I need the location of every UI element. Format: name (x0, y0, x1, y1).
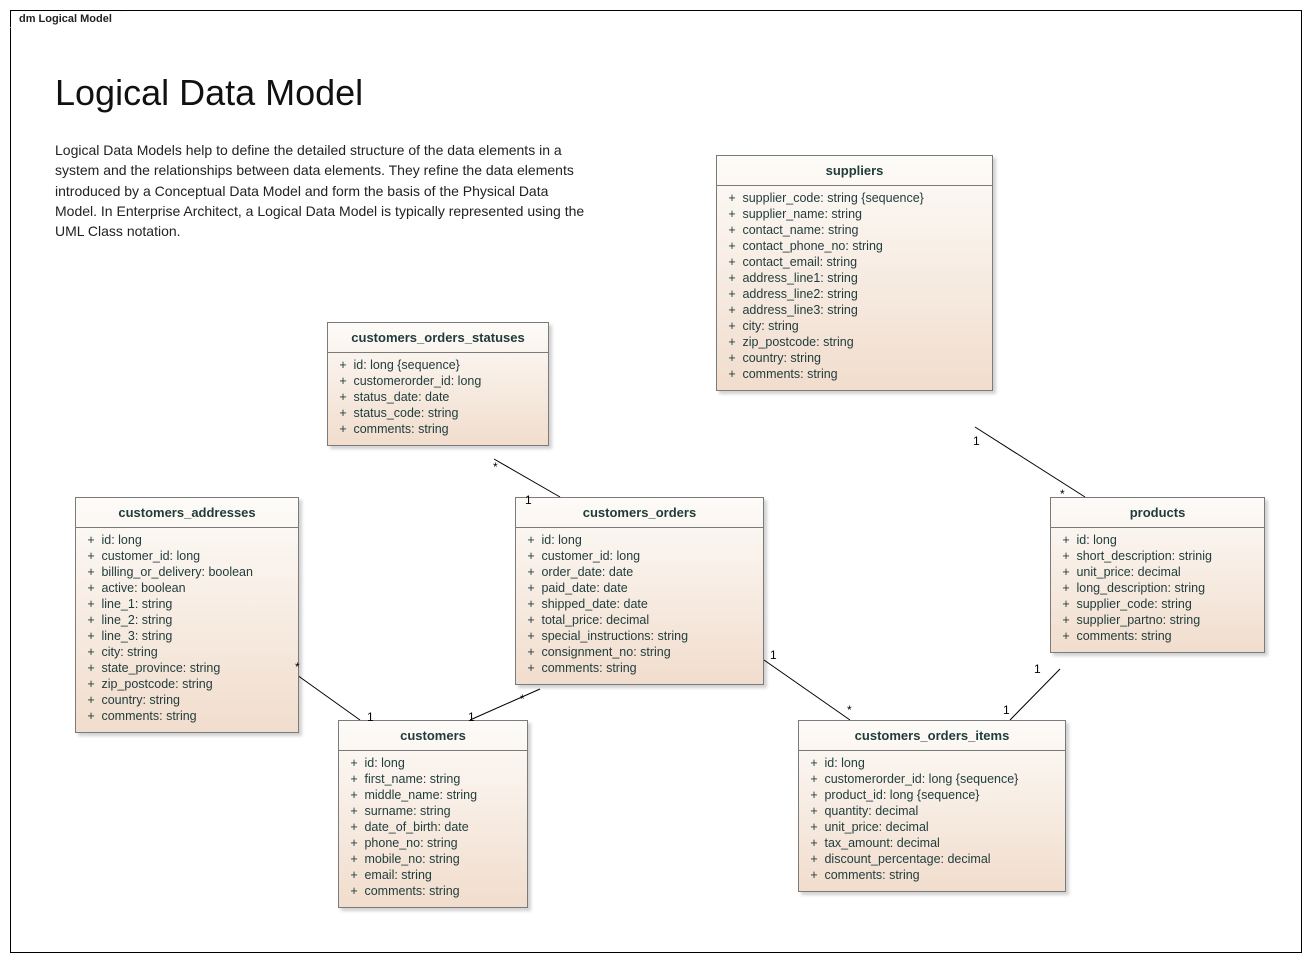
attribute-row: + id: long {sequence} (334, 357, 542, 373)
attribute-row: + surname: string (345, 803, 521, 819)
multiplicity-label: 1 (1034, 662, 1041, 676)
attribute-row: + comments: string (334, 421, 542, 437)
attribute-row: + phone_no: string (345, 835, 521, 851)
attribute-row: + paid_date: date (522, 580, 757, 596)
multiplicity-label: 1 (770, 648, 777, 662)
attribute-row: + comments: string (723, 366, 986, 382)
multiplicity-label: 1 (525, 493, 532, 507)
entity-products[interactable]: products+ id: long+ short_description: s… (1050, 497, 1265, 653)
attribute-row: + unit_price: decimal (805, 819, 1059, 835)
attribute-row: + customer_id: long (522, 548, 757, 564)
attribute-row: + line_1: string (82, 596, 292, 612)
attribute-row: + comments: string (805, 867, 1059, 883)
attribute-row: + active: boolean (82, 580, 292, 596)
entity-attributes: + id: long+ customerorder_id: long {sequ… (799, 751, 1065, 891)
attribute-row: + line_3: string (82, 628, 292, 644)
attribute-row: + line_2: string (82, 612, 292, 628)
entity-customers_orders_statuses[interactable]: customers_orders_statuses+ id: long {seq… (327, 322, 549, 446)
attribute-row: + comments: string (522, 660, 757, 676)
multiplicity-label: * (295, 660, 300, 674)
page-title: Logical Data Model (55, 72, 363, 114)
attribute-row: + product_id: long {sequence} (805, 787, 1059, 803)
attribute-row: + state_province: string (82, 660, 292, 676)
attribute-row: + id: long (345, 755, 521, 771)
attribute-row: + contact_email: string (723, 254, 986, 270)
attribute-row: + billing_or_delivery: boolean (82, 564, 292, 580)
attribute-row: + email: string (345, 867, 521, 883)
attribute-row: + unit_price: decimal (1057, 564, 1258, 580)
multiplicity-label: * (1060, 487, 1065, 501)
entity-attributes: + id: long+ customer_id: long+ order_dat… (516, 528, 763, 684)
attribute-row: + status_code: string (334, 405, 542, 421)
attribute-row: + middle_name: string (345, 787, 521, 803)
entity-suppliers[interactable]: suppliers+ supplier_code: string {sequen… (716, 155, 993, 391)
page-description: Logical Data Models help to define the d… (55, 140, 585, 241)
attribute-row: + discount_percentage: decimal (805, 851, 1059, 867)
attribute-row: + id: long (1057, 532, 1258, 548)
entity-title: customers (339, 721, 527, 751)
entity-attributes: + id: long+ short_description: strinig+ … (1051, 528, 1264, 652)
attribute-row: + supplier_partno: string (1057, 612, 1258, 628)
entity-title: customers_addresses (76, 498, 298, 528)
entity-title: products (1051, 498, 1264, 528)
attribute-row: + address_line2: string (723, 286, 986, 302)
entity-customers_addresses[interactable]: customers_addresses+ id: long+ customer_… (75, 497, 299, 733)
attribute-row: + zip_postcode: string (82, 676, 292, 692)
multiplicity-label: 1 (1003, 703, 1010, 717)
attribute-row: + total_price: decimal (522, 612, 757, 628)
attribute-row: + id: long (805, 755, 1059, 771)
multiplicity-label: 1 (367, 710, 374, 724)
attribute-row: + status_date: date (334, 389, 542, 405)
attribute-row: + country: string (82, 692, 292, 708)
multiplicity-label: 1 (468, 710, 475, 724)
attribute-row: + id: long (82, 532, 292, 548)
entity-title: customers_orders_statuses (328, 323, 548, 353)
attribute-row: + customerorder_id: long {sequence} (805, 771, 1059, 787)
attribute-row: + city: string (82, 644, 292, 660)
attribute-row: + zip_postcode: string (723, 334, 986, 350)
attribute-row: + customerorder_id: long (334, 373, 542, 389)
page: dm Logical Model Logical Data Model Logi… (0, 0, 1312, 963)
attribute-row: + id: long (522, 532, 757, 548)
attribute-row: + customer_id: long (82, 548, 292, 564)
attribute-row: + first_name: string (345, 771, 521, 787)
attribute-row: + long_description: string (1057, 580, 1258, 596)
entity-customers_orders[interactable]: customers_orders+ id: long+ customer_id:… (515, 497, 764, 685)
entity-customers[interactable]: customers+ id: long+ first_name: string+… (338, 720, 528, 908)
entity-attributes: + id: long+ first_name: string+ middle_n… (339, 751, 527, 907)
multiplicity-label: * (847, 703, 852, 717)
entity-title: customers_orders_items (799, 721, 1065, 751)
entity-attributes: + id: long+ customer_id: long+ billing_o… (76, 528, 298, 732)
attribute-row: + contact_phone_no: string (723, 238, 986, 254)
multiplicity-label: * (493, 460, 498, 474)
attribute-row: + country: string (723, 350, 986, 366)
attribute-row: + contact_name: string (723, 222, 986, 238)
attribute-row: + supplier_name: string (723, 206, 986, 222)
attribute-row: + short_description: strinig (1057, 548, 1258, 564)
entity-attributes: + id: long {sequence}+ customerorder_id:… (328, 353, 548, 445)
attribute-row: + special_instructions: string (522, 628, 757, 644)
entity-title: suppliers (717, 156, 992, 186)
entity-title: customers_orders (516, 498, 763, 528)
attribute-row: + comments: string (1057, 628, 1258, 644)
frame-tab: dm Logical Model (10, 10, 123, 28)
attribute-row: + tax_amount: decimal (805, 835, 1059, 851)
attribute-row: + quantity: decimal (805, 803, 1059, 819)
attribute-row: + consignment_no: string (522, 644, 757, 660)
attribute-row: + shipped_date: date (522, 596, 757, 612)
attribute-row: + date_of_birth: date (345, 819, 521, 835)
attribute-row: + mobile_no: string (345, 851, 521, 867)
attribute-row: + address_line3: string (723, 302, 986, 318)
attribute-row: + comments: string (82, 708, 292, 724)
attribute-row: + address_line1: string (723, 270, 986, 286)
entity-attributes: + supplier_code: string {sequence}+ supp… (717, 186, 992, 390)
multiplicity-label: 1 (973, 434, 980, 448)
attribute-row: + supplier_code: string {sequence} (723, 190, 986, 206)
attribute-row: + comments: string (345, 883, 521, 899)
attribute-row: + supplier_code: string (1057, 596, 1258, 612)
attribute-row: + order_date: date (522, 564, 757, 580)
entity-customers_orders_items[interactable]: customers_orders_items+ id: long+ custom… (798, 720, 1066, 892)
attribute-row: + city: string (723, 318, 986, 334)
multiplicity-label: * (520, 692, 525, 706)
